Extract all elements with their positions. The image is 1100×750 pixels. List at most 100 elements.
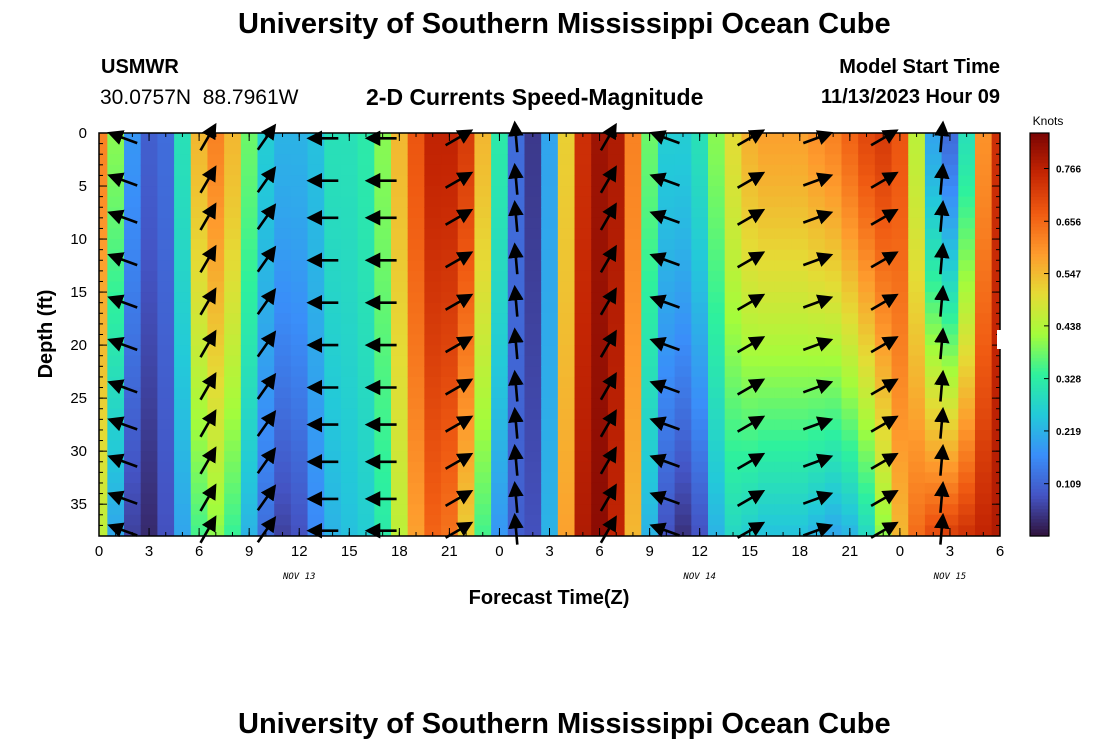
heatmap-cell (824, 429, 843, 442)
heatmap-cell (791, 270, 809, 283)
heatmap-cell (974, 207, 993, 219)
heatmap-cell (641, 345, 659, 357)
heatmap-cell (274, 504, 292, 516)
current-vector-arrow (934, 200, 950, 232)
heatmap-cell (491, 334, 509, 346)
heatmap-cell (691, 493, 709, 505)
heatmap-cell (340, 260, 359, 272)
colorbar-frame (1029, 132, 1050, 537)
heatmap-cell (257, 270, 275, 283)
heatmap-cell (991, 345, 1000, 357)
heatmap-cell (924, 419, 943, 431)
heatmap-cell (758, 313, 776, 325)
colorbar-segment (1030, 374, 1049, 379)
heatmap-cell (724, 207, 742, 219)
heatmap-cell (924, 133, 943, 145)
heatmap-cell (491, 196, 509, 208)
heatmap-cell (691, 281, 709, 293)
heatmap-cell (758, 345, 776, 357)
colorbar-segment (1030, 237, 1049, 242)
heatmap-cell (541, 207, 559, 219)
heatmap-cell (224, 472, 242, 484)
heatmap-cell (474, 408, 492, 420)
heatmap-cell (874, 440, 893, 452)
heatmap-cell (374, 260, 392, 272)
heatmap-cell (908, 482, 926, 495)
heatmap-cell (340, 270, 359, 283)
heatmap-cell (124, 525, 142, 536)
heatmap-cell (274, 260, 292, 272)
current-vector-arrow (736, 415, 766, 433)
heatmap-cell (99, 493, 108, 505)
station-id: USMWR (101, 56, 179, 78)
heatmap-cell (441, 175, 459, 187)
heatmap-cell (958, 196, 976, 208)
heatmap-cell (841, 345, 859, 357)
heatmap-cell (140, 493, 158, 505)
heatmap-cell (274, 387, 292, 399)
heatmap-cell (841, 482, 859, 495)
heatmap-cell (974, 472, 993, 484)
heatmap-cell (124, 313, 142, 325)
colorbar-segment (1030, 472, 1049, 477)
current-vector-arrow (199, 446, 217, 475)
heatmap-cell (374, 440, 392, 452)
heatmap-cell (557, 292, 576, 304)
station-coordinates: 30.0757N 88.7961W (100, 86, 299, 109)
heatmap-cell (107, 186, 125, 198)
heatmap-cell (190, 186, 209, 198)
heatmap-cell (758, 217, 776, 230)
heatmap-cell (624, 334, 642, 346)
heatmap-cell (824, 493, 843, 505)
heatmap-cell (174, 429, 192, 442)
current-vector-arrow (107, 336, 138, 352)
heatmap-cell (157, 419, 175, 431)
heatmap-cell (541, 504, 559, 516)
heatmap-cell (290, 154, 309, 166)
heatmap-cell (441, 239, 459, 251)
heatmap-cell (574, 408, 592, 420)
heatmap-cell (157, 228, 175, 240)
heatmap-cell (541, 461, 559, 473)
heatmap-cell (774, 260, 793, 272)
heatmap-cell (841, 186, 859, 198)
heatmap-cell (974, 514, 993, 526)
heatmap-cell (824, 217, 843, 230)
heatmap-cell (774, 419, 793, 431)
heatmap-cell (374, 345, 392, 357)
heatmap-cell (974, 270, 993, 283)
heatmap-cell (290, 366, 309, 378)
heatmap-cell (107, 345, 125, 357)
heatmap-cell (240, 249, 259, 261)
heatmap-cell (758, 440, 776, 452)
heatmap-cell (691, 207, 709, 219)
heatmap-cell (491, 419, 509, 431)
heatmap-cell (374, 323, 392, 336)
heatmap-cell (190, 493, 209, 505)
heatmap-cell (557, 281, 576, 293)
heatmap-cell (157, 175, 175, 187)
colorbar-tick-label: 0.766 (1056, 165, 1081, 176)
heatmap-cell (874, 345, 893, 357)
heatmap-cell (741, 281, 759, 293)
heatmap-cell (557, 186, 576, 198)
colorbar-segment (1030, 284, 1049, 289)
heatmap-cell (624, 514, 642, 526)
heatmap-cell (574, 419, 592, 431)
heatmap-cell (441, 472, 459, 484)
heatmap-cell (157, 387, 175, 399)
heatmap-cell (958, 313, 976, 325)
heatmap-cell (424, 217, 442, 230)
heatmap-cell (708, 345, 726, 357)
colorbar-segment (1030, 287, 1049, 292)
heatmap-cell (774, 270, 793, 283)
heatmap-cell (274, 207, 292, 219)
heatmap-cell (524, 504, 542, 516)
heatmap-cell (708, 440, 726, 452)
heatmap-cell (958, 482, 976, 495)
heatmap-cell (140, 217, 158, 230)
heatmap-cell (274, 133, 292, 145)
heatmap-cell (941, 313, 959, 325)
heatmap-cell (274, 440, 292, 452)
heatmap-cell (524, 482, 542, 495)
